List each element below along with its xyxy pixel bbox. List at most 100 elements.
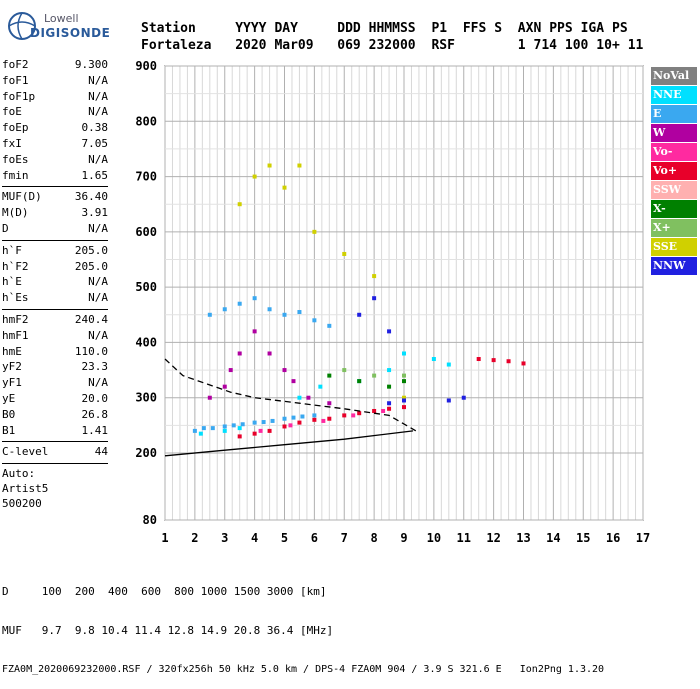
y-tick-label: 200 — [135, 446, 157, 460]
echo-point-vo — [372, 408, 377, 413]
echo-point-sse — [312, 229, 317, 234]
echo-point-nne — [198, 431, 203, 436]
param-value: N/A — [88, 73, 108, 87]
legend-item-sse: SSE — [651, 238, 697, 256]
echo-point-x — [342, 368, 347, 373]
header-value-4: 232000 — [368, 38, 416, 53]
echo-point-sse — [267, 163, 272, 168]
param-row: h`Es N/A — [2, 291, 108, 307]
echo-point-vo — [267, 428, 272, 433]
echo-point-vo — [327, 416, 332, 421]
legend-item-ssw: SSW — [651, 181, 697, 199]
echo-point-nnw — [372, 296, 377, 301]
param-key: C-level — [2, 445, 49, 459]
x-tick-label: 10 — [427, 531, 441, 545]
echo-point-vo — [381, 408, 386, 413]
x-tick-label: 7 — [341, 531, 348, 545]
echo-point-w — [282, 368, 287, 373]
parameter-panel: foF2 9.300 foF1 N/A foF1p N/A foE N/A foEp 0.38 fx… — [2, 58, 108, 512]
echo-point-w — [222, 384, 227, 389]
echo-point-e — [222, 307, 227, 312]
echo-point-nne — [297, 395, 302, 400]
param-key: MUF(D) — [2, 190, 42, 204]
echo-point-e — [192, 428, 197, 433]
echo-point-e — [312, 318, 317, 323]
logo-line1: Lowell — [44, 12, 79, 25]
echo-point-vo — [252, 431, 257, 436]
auto-scaling-text: Auto: — [2, 467, 36, 481]
legend-item-e: E — [651, 105, 697, 123]
y-tick-label: 700 — [135, 170, 157, 184]
echo-point-e — [291, 415, 296, 420]
echo-point-e — [300, 414, 305, 419]
echo-point-vo — [258, 428, 263, 433]
param-value: N/A — [88, 89, 108, 103]
param-row: foEs N/A — [2, 153, 108, 169]
echo-point-w — [327, 401, 332, 406]
echo-point-w — [252, 329, 257, 334]
param-key: yF2 — [2, 360, 22, 374]
param-value: 36.40 — [74, 190, 108, 204]
param-key: h`Es — [2, 291, 29, 305]
x-tick-label: 3 — [221, 531, 228, 545]
header-value-3: 069 — [337, 38, 361, 53]
echo-point-nne — [446, 362, 451, 367]
param-row: foF1 N/A — [2, 74, 108, 90]
x-tick-label: 2 — [191, 531, 198, 545]
echo-point-e — [207, 312, 212, 317]
header-label-3: DDD — [337, 21, 361, 36]
echo-point-vo — [321, 418, 326, 423]
param-separator — [2, 463, 108, 465]
header-label-5: P1 — [431, 21, 448, 36]
echo-point-nne — [318, 384, 323, 389]
param-value: 1.41 — [81, 423, 109, 437]
echo-point-x — [372, 373, 377, 378]
echo-point-sse — [372, 274, 377, 279]
param-value: 23.3 — [81, 360, 109, 374]
header-label-6: FFS — [462, 21, 487, 36]
param-key: foF1 — [2, 73, 29, 87]
param-value: 205.0 — [74, 243, 108, 257]
param-key: B1 — [2, 423, 16, 437]
x-tick-label: 1 — [161, 531, 168, 545]
x-tick-label: 6 — [311, 531, 318, 545]
param-key: hmF1 — [2, 328, 29, 342]
echo-point-nne — [431, 357, 436, 362]
echo-point-nnw — [402, 398, 406, 403]
param-key: foF2 — [2, 58, 29, 71]
param-key: h`F — [2, 243, 22, 257]
echo-point-e — [327, 323, 332, 328]
param-key: foEp — [2, 121, 29, 135]
param-value: 110.0 — [74, 344, 108, 358]
param-row: fxI 7.05 — [2, 137, 108, 153]
legend-item-nne: NNE — [651, 86, 697, 104]
param-key: foE — [2, 105, 22, 119]
header-value-9: 10+ — [596, 38, 620, 53]
param-row: D N/A — [2, 222, 108, 238]
footer-muf-row: MUF 9.7 9.8 10.4 11.4 12.8 14.9 20.8 36.… — [2, 624, 334, 637]
param-row: fmin 1.65 — [2, 169, 108, 185]
param-value: 3.91 — [81, 206, 109, 220]
header-label-2: DAY — [274, 21, 298, 36]
echo-point-nnw — [387, 401, 392, 406]
echo-point-nnw — [357, 312, 362, 317]
param-separator — [2, 308, 108, 310]
header-value-5: RSF — [431, 38, 455, 53]
y-tick-label: 300 — [135, 391, 157, 405]
echo-point-vo — [237, 434, 242, 439]
x-tick-label: 14 — [546, 531, 560, 545]
echo-point-vo — [357, 411, 362, 416]
x-tick-label: 4 — [251, 531, 258, 545]
polarization-legend: NoVal NNE E W Vo- Vo+ SSW X- X+ SSE NNW — [651, 67, 697, 276]
echo-point-e — [282, 416, 287, 421]
param-key: fxI — [2, 136, 22, 150]
param-row: yF2 23.3 — [2, 360, 108, 376]
echo-point-e — [297, 310, 302, 315]
header-label-8: AXN — [517, 21, 542, 36]
header-label-7: S — [494, 21, 503, 36]
param-row: hmF1 N/A — [2, 329, 108, 345]
footer-info: D 100 200 400 600 800 1000 1500 3000 [km… — [2, 559, 604, 689]
param-key: h`F2 — [2, 259, 29, 273]
param-separator — [2, 239, 108, 241]
